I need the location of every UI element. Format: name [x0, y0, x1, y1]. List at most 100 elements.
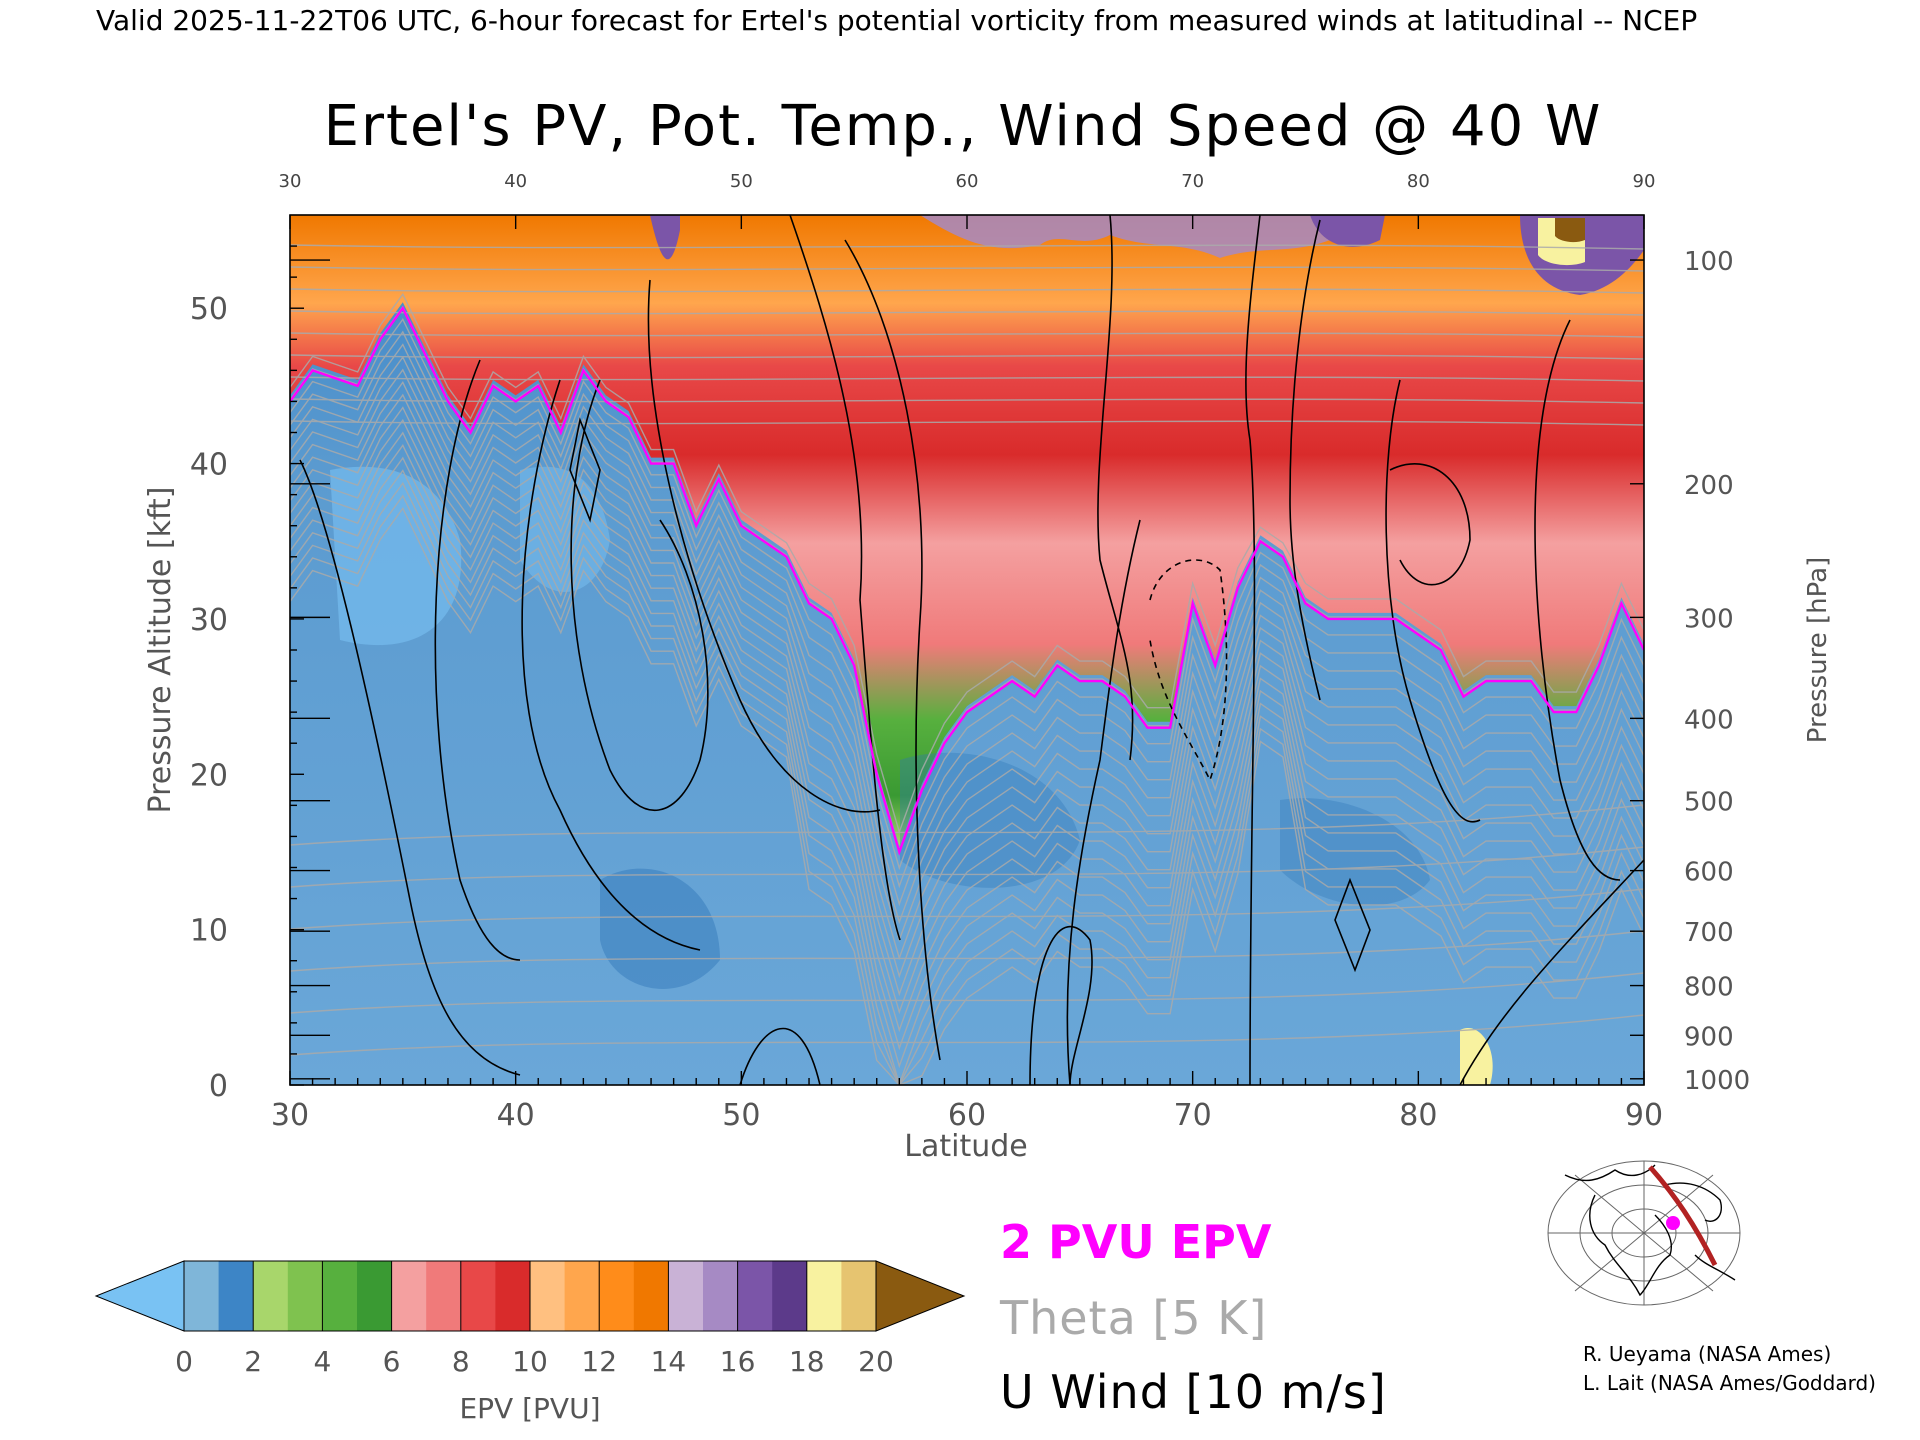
top-x-tick-label: 70 [1181, 171, 1204, 192]
colorbar-band [806, 1261, 842, 1331]
pressure-tick-label: 700 [1684, 918, 1734, 948]
axis-ticks [289, 215, 1645, 1086]
y-tick-label: 50 [190, 292, 228, 327]
colorbar-band [495, 1261, 531, 1331]
x-tick-label: 70 [1174, 1098, 1212, 1133]
theta-contour [290, 930, 1644, 972]
colorbar-tick-label: 0 [175, 1345, 193, 1378]
theta-contour [290, 888, 1644, 930]
colorbar-band [218, 1261, 254, 1331]
theta-contour [290, 469, 1644, 1085]
colorbar-band [287, 1261, 323, 1331]
colorbar-band [391, 1261, 427, 1331]
top-x-tick-label: 50 [730, 171, 753, 192]
colorbar-band [530, 1261, 566, 1331]
pressure-tick-label: 600 [1684, 858, 1734, 888]
credit-line-2: L. Lait (NASA Ames/Goddard) [1583, 1371, 1876, 1395]
pressure-tick-label: 300 [1684, 604, 1734, 634]
theta-contour [290, 355, 1644, 925]
x-tick-label: 30 [271, 1098, 309, 1133]
theta-contour [290, 456, 1644, 1069]
theta-contour [290, 381, 1644, 961]
pressure-tick-label: 400 [1684, 705, 1734, 735]
theta-contour [290, 431, 1644, 1033]
theta-contour [290, 368, 1644, 943]
x-tick-label: 50 [722, 1098, 760, 1133]
x-axis-title: Latitude [904, 1129, 1027, 1164]
colorbar-band [184, 1261, 220, 1331]
credit-line-1: R. Ueyama (NASA Ames) [1583, 1342, 1831, 1366]
legend-u-wind: U Wind [10 m/s] [1000, 1365, 1387, 1419]
colorbar-tick-label: 14 [651, 1345, 687, 1378]
theta-contour [290, 244, 1644, 250]
negative-u-wind-contour [1149, 559, 1228, 783]
theta-contour [290, 444, 1644, 1051]
x-tick-label: 90 [1625, 1098, 1663, 1133]
u-wind-contours [299, 215, 1644, 1085]
theta-contour [290, 310, 1644, 316]
top-x-tick-label: 80 [1407, 171, 1430, 192]
top-x-tick-label: 90 [1633, 171, 1656, 192]
pressure-tick-label: 500 [1684, 788, 1734, 818]
theta-contour [290, 354, 1644, 360]
pressure-tick-label: 200 [1684, 471, 1734, 501]
y-tick-label: 20 [190, 758, 228, 793]
theta-contour [290, 288, 1644, 294]
colorbar-band [426, 1261, 462, 1331]
pressure-tick-label: 900 [1684, 1022, 1734, 1052]
top-x-tick-label: 60 [956, 171, 979, 192]
colorbar-tick-label: 16 [720, 1345, 756, 1378]
colorbar-band [564, 1261, 600, 1331]
location-marker-icon [1666, 1216, 1680, 1230]
theta-contour [290, 846, 1644, 888]
colorbar-band [322, 1261, 358, 1331]
tropopause-2pvu-contour [290, 305, 1644, 856]
colorbar-tick-label: 6 [383, 1345, 401, 1378]
colorbar-tick-label: 8 [452, 1345, 470, 1378]
theta-contour [290, 972, 1644, 1014]
pressure-tick-label: 100 [1684, 247, 1734, 277]
y-tick-label: 0 [209, 1069, 228, 1104]
theta-contour [290, 418, 1644, 1015]
plot-field [290, 215, 1644, 1085]
y-tick-label: 40 [190, 448, 228, 483]
theta-contour [290, 804, 1644, 846]
colorbar-band [703, 1261, 739, 1331]
colorbar-frame [183, 1260, 877, 1332]
theta-contour [290, 332, 1644, 338]
x-tick-label: 40 [497, 1098, 535, 1133]
colorbar-tick-label: 12 [581, 1345, 617, 1378]
theta-contour [290, 330, 1644, 889]
pressure-tick-label: 1000 [1684, 1066, 1750, 1096]
colorbar-tick-label: 10 [512, 1345, 548, 1378]
cross-section-path [1648, 1165, 1718, 1267]
top-x-tick-label: 40 [504, 171, 527, 192]
colorbar-band [772, 1261, 808, 1331]
theta-contour [290, 292, 1644, 835]
legend-2pvu: 2 PVU EPV [1000, 1215, 1272, 1269]
theta-contour [290, 494, 1644, 1085]
legend-theta: Theta [5 K] [999, 1291, 1267, 1345]
y-tick-label: 10 [190, 914, 228, 949]
colorbar-band [737, 1261, 773, 1331]
theta-contour [290, 343, 1644, 907]
y-tick-label: 30 [190, 603, 228, 638]
colorbar-band [668, 1261, 704, 1331]
colorbar-title: EPV [PVU] [459, 1392, 600, 1425]
high-pv-regions [650, 215, 1644, 295]
top-x-tick-label: 30 [279, 171, 302, 192]
theta-contours [290, 244, 1644, 1085]
x-tick-label: 80 [1399, 1098, 1437, 1133]
y2-axis-title: Pressure [hPa] [1803, 557, 1833, 744]
epv-colorbar: 0 2 4 6 8 10 12 14 16 18 20 [94, 1260, 966, 1378]
theta-contour [290, 318, 1644, 871]
x-tick-label: 60 [948, 1098, 986, 1133]
colorbar-over-arrow [875, 1260, 966, 1332]
colorbar-band [357, 1261, 393, 1331]
colorbar-band [253, 1261, 289, 1331]
theta-contour [290, 393, 1644, 979]
theta-contour [290, 507, 1644, 1085]
theta-contour [290, 398, 1644, 404]
